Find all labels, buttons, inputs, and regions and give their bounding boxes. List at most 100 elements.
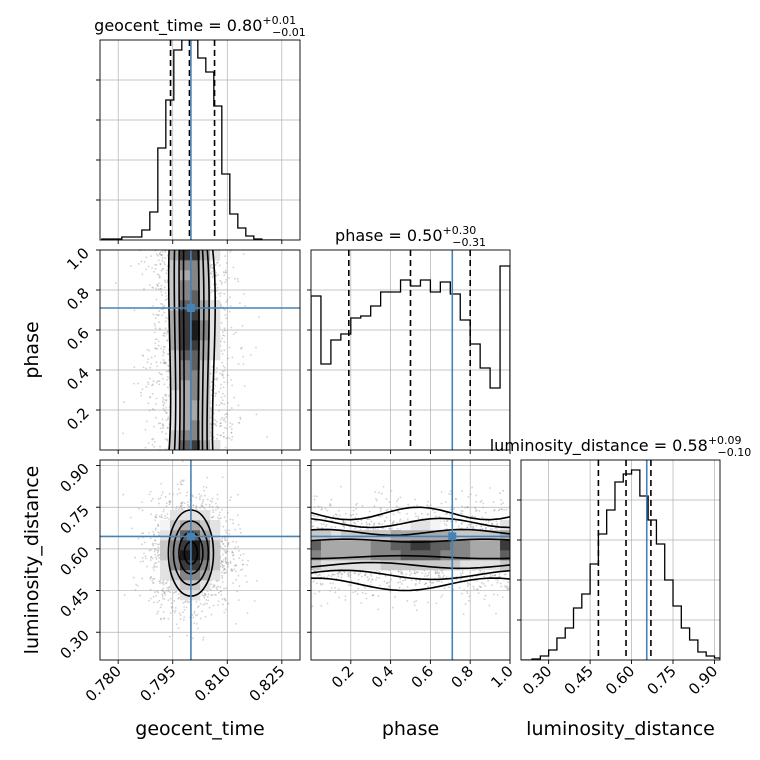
- panel-phase-luminosity-distance-sample-point: [324, 525, 327, 528]
- panel-phase-luminosity-distance-sample-point: [413, 572, 416, 575]
- panel-geocent-time-luminosity-distance-sample-point: [154, 553, 157, 556]
- panel-geocent-time-phase-sample-point: [224, 413, 227, 416]
- panel-geocent-time-phase-sample-point: [217, 292, 220, 295]
- panel-geocent-time-phase-sample-point: [216, 261, 218, 264]
- panel-phase-luminosity-distance-sample-point: [496, 522, 499, 525]
- panel-geocent-time-phase-sample-point: [166, 439, 169, 442]
- panel-geocent-time-phase-sample-point: [151, 286, 154, 289]
- panel-geocent-time-luminosity-distance-sample-point: [163, 591, 166, 594]
- panel-phase-luminosity-distance-sample-point: [427, 513, 430, 516]
- panel-geocent-time-luminosity-distance-sample-point: [245, 580, 248, 583]
- panel-geocent-time-phase-sample-point: [216, 289, 218, 292]
- panel-geocent-time-phase-sample-point: [164, 320, 167, 323]
- panel-phase-luminosity-distance-sample-point: [375, 576, 378, 579]
- panel-geocent-time-luminosity-distance-sample-point: [203, 592, 206, 595]
- panel-phase-luminosity-distance-sample-point: [350, 514, 353, 517]
- panel-phase-luminosity-distance-sample-point: [424, 572, 427, 575]
- panel-geocent-time-luminosity-distance-ylabel: luminosity_distance: [21, 466, 43, 655]
- panel-geocent-time-luminosity-distance-density-cell: [200, 570, 211, 581]
- panel-geocent-time-phase-density-cell: [190, 390, 201, 401]
- panel-geocent-time-phase-sample-point: [220, 349, 223, 352]
- panel-phase-luminosity-distance-sample-point: [397, 570, 400, 573]
- panel-phase-luminosity-distance-sample-point: [471, 527, 474, 529]
- panel-geocent-time-luminosity-distance-sample-point: [195, 622, 198, 625]
- hist-phase-title: phase = 0.50+0.30 −0.31: [335, 224, 486, 249]
- panel-phase-luminosity-distance-sample-point: [470, 515, 473, 518]
- panel-geocent-time-luminosity-distance-sample-point: [221, 537, 224, 540]
- panel-geocent-time-phase-density-cell: [180, 370, 191, 381]
- panel-geocent-time-phase-sample-point: [164, 257, 166, 259]
- panel-geocent-time-phase-sample-point: [162, 403, 165, 406]
- panel-phase-luminosity-distance-sample-point: [377, 528, 379, 531]
- panel-phase-luminosity-distance-sample-point: [441, 572, 444, 575]
- panel-geocent-time-luminosity-distance-sample-point: [211, 586, 214, 589]
- panel-geocent-time-luminosity-distance-sample-point: [218, 511, 221, 514]
- panel-phase-luminosity-distance-sample-point: [471, 486, 473, 489]
- panel-geocent-time-phase-sample-point: [140, 394, 143, 397]
- panel-geocent-time-luminosity-distance-sample-point: [162, 617, 165, 620]
- panel-geocent-time-luminosity-distance-sample-point: [178, 506, 181, 509]
- panel-phase-luminosity-distance-sample-point: [481, 571, 484, 574]
- panel-geocent-time-luminosity-distance-sample-point: [212, 584, 215, 587]
- panel-phase-luminosity-distance-sample-point: [366, 518, 369, 521]
- panel-geocent-time-phase-density-cell: [190, 290, 201, 301]
- panel-phase-luminosity-distance-sample-point: [409, 574, 411, 576]
- panel-geocent-time-phase-sample-point: [167, 353, 170, 356]
- panel-geocent-time-luminosity-distance-sample-point: [145, 557, 147, 560]
- panel-geocent-time-luminosity-distance-sample-point: [220, 560, 223, 563]
- panel-geocent-time-phase-sample-point: [239, 418, 242, 420]
- panel-geocent-time-phase-sample-point: [157, 422, 160, 425]
- panel-phase-luminosity-distance-sample-point: [506, 588, 509, 591]
- panel-phase-luminosity-distance-sample-point: [313, 498, 316, 501]
- hist-geocent-time: geocent_time = 0.80+0.01 −0.01: [94, 14, 306, 244]
- panel-geocent-time-luminosity-distance-density-cell: [180, 570, 191, 581]
- panel-geocent-time-phase-sample-point: [152, 286, 155, 289]
- panel-geocent-time-luminosity-distance-density-cell: [170, 540, 181, 551]
- panel-geocent-time-phase-sample-point: [162, 407, 165, 410]
- panel-phase-luminosity-distance-sample-point: [320, 508, 323, 511]
- panel-phase-luminosity-distance-sample-point: [401, 573, 404, 576]
- panel-geocent-time-luminosity-distance-sample-point: [168, 518, 170, 520]
- panel-phase-luminosity-distance-sample-point: [414, 572, 417, 575]
- panel-geocent-time-luminosity-distance-sample-point: [224, 550, 227, 553]
- panel-geocent-time-luminosity-distance-sample-point: [153, 534, 155, 536]
- panel-geocent-time-phase-sample-point: [223, 403, 226, 406]
- panel-geocent-time-luminosity-distance-sample-point: [202, 604, 205, 606]
- panel-geocent-time-luminosity-distance-density-cell: [190, 550, 201, 561]
- panel-geocent-time-luminosity-distance-sample-point: [186, 600, 189, 603]
- panel-geocent-time-luminosity-distance-sample-point: [144, 555, 147, 558]
- panel-geocent-time-luminosity-distance-sample-point: [184, 601, 187, 604]
- panel-geocent-time-luminosity-distance-sample-point: [157, 610, 160, 613]
- panel-geocent-time-phase-sample-point: [157, 285, 159, 287]
- panel-geocent-time-phase-sample-point: [242, 363, 245, 366]
- panel-geocent-time-luminosity-distance-sample-point: [204, 494, 206, 497]
- panel-geocent-time-luminosity-distance-sample-point: [241, 559, 244, 562]
- panel-geocent-time-phase-ytick-label: 0.6: [63, 324, 93, 354]
- panel-geocent-time-luminosity-distance-density-cell: [180, 560, 191, 571]
- panel-geocent-time-luminosity-distance-sample-point: [185, 600, 187, 603]
- panel-geocent-time-luminosity-distance-density-cell: [190, 520, 201, 531]
- panel-geocent-time-phase-sample-point: [157, 288, 160, 291]
- panel-geocent-time-luminosity-distance-sample-point: [153, 564, 156, 567]
- panel-geocent-time-phase-sample-point: [149, 396, 152, 399]
- panel-geocent-time-luminosity-distance-sample-point: [156, 565, 158, 568]
- panel-phase-luminosity-distance-sample-point: [484, 594, 487, 597]
- panel-geocent-time-luminosity-distance-sample-point: [221, 566, 224, 569]
- panel-geocent-time-phase-density-cell: [180, 260, 191, 271]
- panel-geocent-time-luminosity-distance-sample-point: [205, 503, 208, 506]
- panel-geocent-time-luminosity-distance-sample-point: [152, 595, 155, 598]
- panel-geocent-time-luminosity-distance-sample-point: [153, 548, 156, 550]
- panel-phase-luminosity-distance-sample-point: [443, 574, 445, 577]
- panel-phase-luminosity-distance-sample-point: [448, 493, 450, 495]
- panel-phase-luminosity-distance-sample-point: [457, 525, 460, 528]
- panel-geocent-time-phase-density-cell: [190, 370, 201, 381]
- panel-geocent-time-luminosity-distance-sample-point: [195, 506, 198, 509]
- panel-geocent-time-phase-sample-point: [219, 387, 222, 390]
- panel-geocent-time-phase-sample-point: [216, 433, 219, 436]
- panel-phase-luminosity-distance-sample-point: [467, 524, 470, 526]
- panel-geocent-time-phase-sample-point: [161, 254, 163, 257]
- panel-geocent-time-luminosity-distance-density-cell: [170, 510, 181, 521]
- panel-geocent-time-phase-sample-point: [140, 260, 143, 263]
- panel-geocent-time-luminosity-distance-sample-point: [225, 560, 227, 563]
- panel-geocent-time-phase-sample-point: [154, 268, 157, 270]
